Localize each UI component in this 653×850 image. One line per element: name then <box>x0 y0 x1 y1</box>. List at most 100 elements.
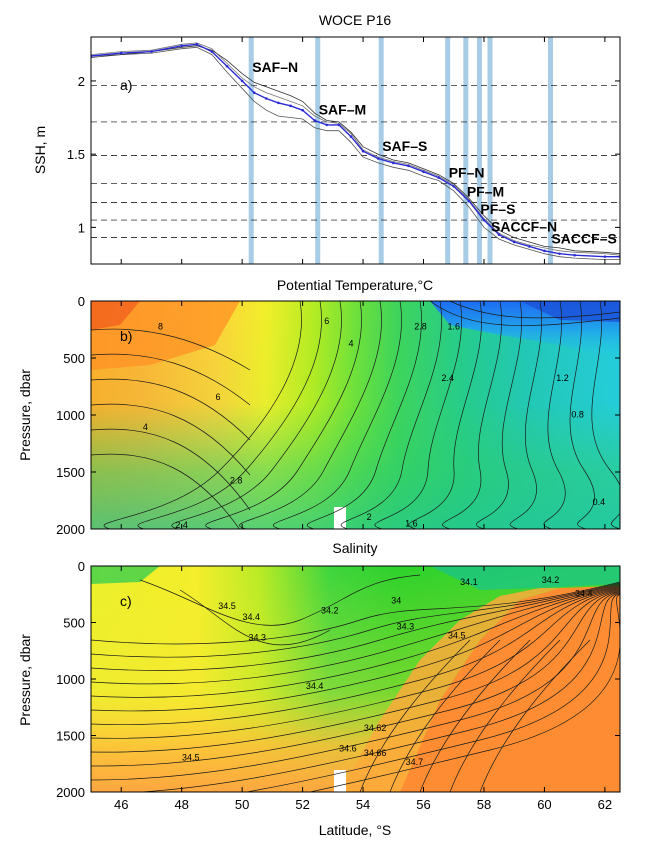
ssh-data-point <box>482 218 486 222</box>
front-bar <box>445 37 451 264</box>
ssh-data-point <box>376 157 380 160</box>
ssh-data-point <box>437 176 440 179</box>
salinity-contour-label: 34.5 <box>448 630 466 640</box>
temperature-contour-line <box>91 453 240 529</box>
x-tick-label: 46 <box>114 797 128 812</box>
front-label: SAF–N <box>252 59 298 75</box>
salinity-contour-label: 34.6 <box>339 743 357 753</box>
ssh-series-line <box>91 45 620 255</box>
ssh-data-point <box>467 199 471 203</box>
ssh-series-line <box>91 43 620 258</box>
front-label: SACCF–S <box>551 230 616 246</box>
salinity-contour-label: 34.4 <box>306 681 324 691</box>
ssh-data-point <box>240 79 244 83</box>
temperature-contour-line <box>91 378 251 441</box>
temperature-contour-line <box>91 428 251 511</box>
x-tick-label: 60 <box>537 797 551 812</box>
ssh-data-point <box>150 50 153 53</box>
ssh-data-point <box>210 50 214 53</box>
temperature-contour-line <box>171 301 342 529</box>
temperature-contour-label: 1.6 <box>447 322 460 332</box>
ssh-data-point <box>422 170 425 174</box>
salinity-contour-line <box>91 584 620 685</box>
ssh-data-point <box>195 43 199 46</box>
salinity-contour-line <box>91 581 620 645</box>
temperature-contour-label: 2.8 <box>230 475 243 485</box>
temperature-y-ticks: 0 500 1000 1500 2000 <box>56 294 620 537</box>
temperature-contour-line <box>91 353 251 406</box>
temperature-contour-label: 6 <box>324 316 329 326</box>
temperature-contour-label: 8 <box>158 322 163 332</box>
salinity-contour-line <box>449 639 561 792</box>
ssh-x-ticks <box>120 37 606 264</box>
x-tick-label: 56 <box>416 797 430 812</box>
temperature-contour-line <box>340 301 442 529</box>
salinity-y-axis-label: Pressure, dbar <box>17 634 33 726</box>
front-label: PF–N <box>449 164 485 180</box>
front-label: SAF–S <box>382 138 427 154</box>
ssh-data-point <box>119 51 123 55</box>
panel-label-b: b) <box>120 328 132 344</box>
y-tick-label: 1500 <box>56 465 85 480</box>
salinity-contour-label: 34.5 <box>218 601 236 611</box>
x-tick-label: 54 <box>356 797 370 812</box>
ssh-series-line <box>91 42 620 256</box>
front-level-lines <box>91 84 620 238</box>
salinity-contour-line <box>389 639 501 792</box>
temperature-contour-label: 4 <box>348 339 353 349</box>
temperature-contour-label: 1.6 <box>405 519 418 529</box>
x-tick-label: 62 <box>598 797 612 812</box>
temperature-contour-line <box>306 301 422 529</box>
temperature-contour-line <box>442 301 502 529</box>
y-tick-label: 1000 <box>56 672 85 687</box>
front-label: SAF–M <box>319 101 366 117</box>
ssh-data-point <box>313 119 316 122</box>
salinity-contour-label: 34.4 <box>575 589 593 599</box>
salinity-panel-title: Salinity <box>332 540 377 556</box>
ssh-data-point <box>497 233 501 237</box>
ssh-panel: WOCE P16 SAF–N SAF–M SAF–S PF–N PF–M PF–S SACC… <box>32 12 621 265</box>
salinity-contour-line <box>479 639 591 792</box>
x-tick-label: 50 <box>235 797 249 812</box>
temperature-contour-line <box>569 301 595 529</box>
salinity-contour-line <box>91 582 620 658</box>
salinity-contour-label: 34 <box>391 595 401 605</box>
ssh-data-point <box>301 108 304 112</box>
ssh-series-group <box>91 42 620 260</box>
ssh-data-point <box>225 64 229 68</box>
ssh-data-point <box>265 97 268 100</box>
salinity-contour-line <box>91 590 620 767</box>
front-bar <box>463 37 469 264</box>
salinity-panel: Salinity 34.534.434.334.23434.134.334.53… <box>17 540 621 838</box>
ssh-data-point <box>452 185 456 188</box>
temperature-contour-line <box>272 301 402 529</box>
temperature-contour-line <box>476 301 522 529</box>
ssh-axes-box <box>90 36 621 265</box>
salinity-contour-label: 34.1 <box>460 577 478 587</box>
ssh-data-point <box>543 249 546 253</box>
x-tick-label: 48 <box>174 797 188 812</box>
y-tick-label: 2000 <box>56 785 85 800</box>
ssh-data-point <box>512 240 516 244</box>
salinity-contour-label: 34.3 <box>397 621 415 631</box>
x-tick-label: 52 <box>295 797 309 812</box>
y-tick-label: 1 <box>78 220 85 235</box>
front-label: SACCF–N <box>491 219 557 235</box>
salinity-contour-label: 34.3 <box>248 633 266 643</box>
salinity-contour-line <box>91 585 620 698</box>
temperature-contour-label: 6 <box>215 392 220 402</box>
ssh-data-point <box>573 253 576 257</box>
ssh-data-point <box>277 101 280 105</box>
salinity-contour-line <box>359 639 471 792</box>
y-tick-label: 2000 <box>56 522 85 537</box>
y-tick-label: 1.5 <box>67 147 85 162</box>
temperature-contour-label: 0.4 <box>593 497 606 507</box>
front-label: PF–S <box>480 201 515 217</box>
temperature-contour-line <box>91 328 251 371</box>
ssh-data-point <box>558 252 561 256</box>
salinity-contour-labels: 34.5 34.4 34.3 34.2 34 34.1 34.3 34.5 34.2 34.4 34… <box>182 575 593 767</box>
y-tick-label: 1000 <box>56 408 85 423</box>
temperature-x-ticks <box>120 301 606 529</box>
ssh-data-point <box>603 255 607 258</box>
temperature-contours <box>91 301 620 529</box>
